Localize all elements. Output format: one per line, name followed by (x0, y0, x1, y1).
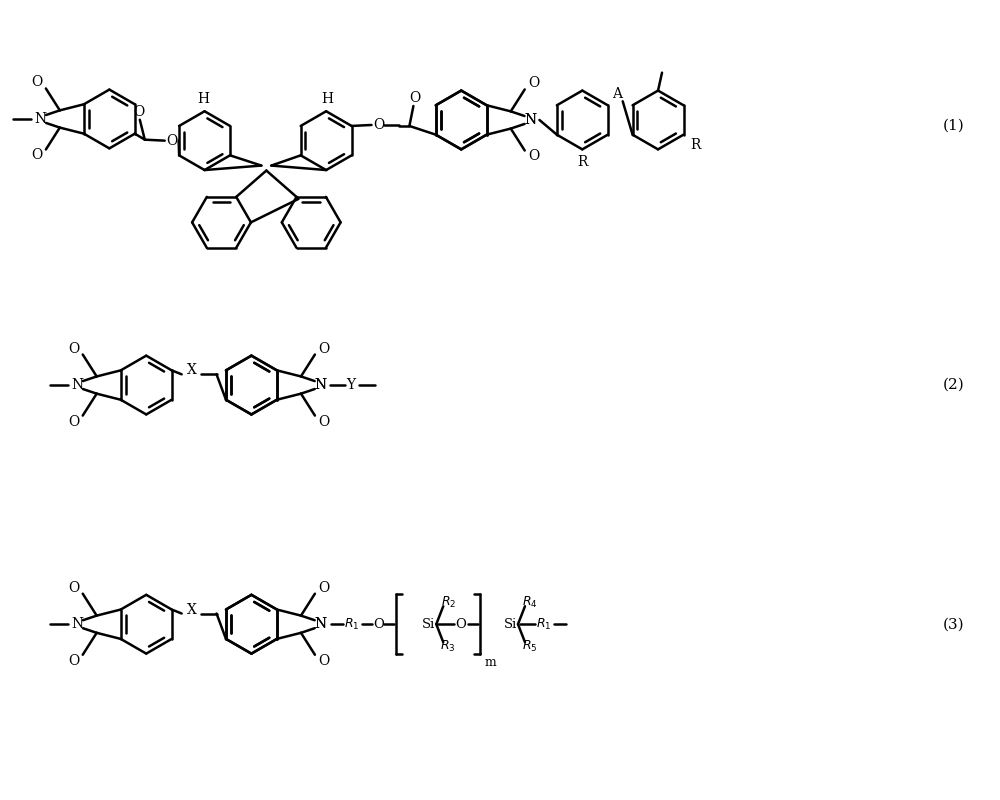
Text: O: O (31, 149, 43, 162)
Text: O: O (133, 105, 144, 118)
Text: N: N (315, 378, 327, 392)
Text: O: O (318, 581, 330, 594)
Text: O: O (68, 414, 79, 429)
Text: $R_3$: $R_3$ (440, 638, 456, 654)
Text: Y: Y (346, 378, 355, 392)
Text: R: R (690, 138, 701, 152)
Text: O: O (373, 618, 384, 630)
Text: (2): (2) (943, 378, 964, 392)
Text: $R_4$: $R_4$ (522, 594, 538, 610)
Text: O: O (68, 581, 79, 594)
Text: O: O (68, 342, 79, 355)
Text: X: X (187, 363, 197, 378)
Text: Si: Si (503, 618, 517, 630)
Text: N: N (71, 618, 83, 631)
Text: R: R (577, 155, 587, 170)
Text: N: N (71, 378, 83, 392)
Text: N: N (315, 618, 327, 631)
Text: $R_1$: $R_1$ (344, 617, 359, 632)
Text: $R_1$: $R_1$ (536, 617, 552, 632)
Text: X: X (187, 602, 197, 617)
Text: (1): (1) (943, 119, 964, 133)
Text: $R_2$: $R_2$ (441, 594, 456, 610)
Text: O: O (318, 342, 330, 355)
Text: O: O (68, 654, 79, 668)
Text: O: O (409, 91, 420, 105)
Text: O: O (318, 414, 330, 429)
Text: N: N (34, 112, 46, 126)
Text: m: m (484, 655, 496, 669)
Text: O: O (456, 618, 467, 630)
Text: O: O (166, 134, 177, 148)
Text: Si: Si (422, 618, 435, 630)
Text: H: H (321, 92, 333, 106)
Text: N: N (524, 113, 537, 127)
Text: O: O (373, 118, 384, 132)
Text: O: O (31, 75, 43, 90)
Text: H: H (198, 92, 210, 106)
Text: O: O (528, 77, 539, 90)
Text: $R_5$: $R_5$ (522, 638, 538, 654)
Text: O: O (528, 150, 539, 163)
Text: N: N (524, 113, 537, 127)
Text: N: N (315, 378, 327, 392)
Text: (3): (3) (943, 618, 964, 631)
Text: A: A (612, 87, 622, 102)
Text: O: O (318, 654, 330, 668)
Text: N: N (315, 618, 327, 631)
